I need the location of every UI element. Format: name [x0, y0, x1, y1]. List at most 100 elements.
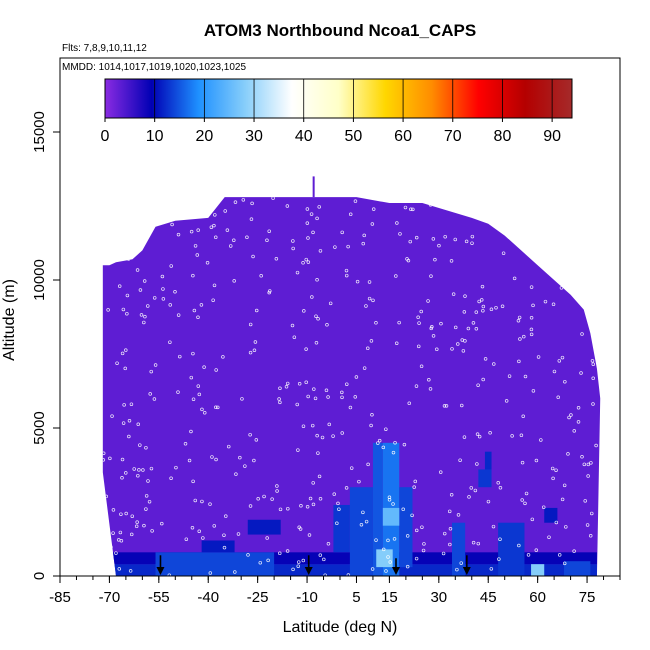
sample-point [539, 438, 543, 442]
sample-point [453, 237, 458, 242]
sample-point [326, 542, 331, 546]
sample-point [125, 311, 129, 316]
sample-point [327, 422, 332, 427]
colorbar-tick-label: 70 [444, 128, 462, 145]
sample-point [447, 509, 452, 514]
sample-point [369, 423, 373, 428]
sample-point [473, 488, 478, 493]
sample-point [197, 392, 202, 397]
sample-point [187, 458, 192, 463]
sample-point [349, 466, 354, 470]
sample-point [139, 313, 144, 317]
sample-point [125, 293, 130, 298]
sample-point [326, 395, 330, 399]
sample-point [168, 340, 172, 344]
sample-point [328, 301, 333, 306]
sample-point [431, 334, 436, 338]
sample-point [601, 435, 604, 438]
sample-point [307, 533, 312, 537]
sample-point [324, 388, 329, 393]
sample-point [439, 321, 443, 326]
sample-point [408, 239, 412, 244]
sample-point [414, 528, 419, 533]
sample-point [196, 315, 200, 319]
sample-point [126, 257, 131, 261]
sample-point [169, 264, 173, 268]
sample-point [554, 468, 558, 472]
x-tick-label: -85 [49, 589, 71, 606]
x-tick-label: 60 [529, 589, 546, 606]
sample-point [208, 502, 212, 506]
sample-point [517, 359, 521, 364]
sample-point [191, 397, 196, 401]
sample-point [437, 243, 441, 248]
sample-point [422, 542, 426, 546]
sample-point [391, 450, 396, 455]
sample-point [438, 470, 443, 474]
sample-point [578, 216, 583, 221]
heatmap-cell [372, 442, 383, 576]
sample-point [471, 321, 476, 325]
heatmap-cell [531, 564, 545, 576]
heatmap-cell [201, 540, 235, 553]
sample-point [146, 479, 150, 483]
sample-point [361, 241, 366, 246]
sample-point [546, 220, 550, 224]
sample-point [173, 290, 177, 294]
sample-point [589, 511, 594, 516]
sample-point [570, 202, 575, 207]
sample-point [553, 255, 558, 259]
sample-point [547, 535, 551, 539]
sample-point [516, 319, 521, 323]
sample-point [118, 530, 123, 535]
y-axis-label: Altitude (m) [1, 279, 18, 361]
sample-point [312, 387, 316, 391]
sample-point [144, 445, 148, 450]
sample-point [153, 363, 158, 367]
sample-point [311, 230, 315, 235]
sample-point [285, 204, 290, 208]
sample-point [120, 212, 125, 216]
heatmap-cell [399, 487, 413, 568]
sample-point [128, 202, 132, 207]
sample-point [502, 197, 506, 202]
sample-point [409, 207, 413, 212]
sample-point [127, 419, 132, 423]
sample-point [529, 285, 534, 289]
sample-point [176, 390, 180, 394]
sample-point [362, 366, 367, 370]
sample-point [236, 532, 241, 536]
sample-point [434, 202, 438, 206]
sample-point [567, 415, 571, 420]
sample-point [420, 525, 424, 529]
sample-point [274, 257, 279, 261]
sample-point [286, 506, 290, 511]
sample-point [259, 274, 263, 278]
sample-point [252, 348, 257, 353]
sample-point [393, 440, 397, 445]
colorbar-tick-label: 20 [195, 128, 213, 145]
sample-point [557, 257, 561, 261]
sample-point [551, 302, 556, 307]
sample-point [369, 339, 374, 343]
sample-point [167, 573, 172, 576]
sample-point [501, 251, 506, 255]
sample-point [473, 202, 477, 207]
sample-point [429, 326, 433, 331]
sample-point [384, 427, 388, 431]
sample-point [196, 228, 200, 232]
sample-point [416, 344, 421, 349]
sample-point [121, 307, 126, 312]
sample-point [580, 455, 584, 459]
sample-point [214, 368, 218, 372]
sample-point [130, 514, 135, 518]
sample-point [529, 316, 534, 320]
sample-point [472, 199, 476, 203]
sample-point [233, 200, 238, 204]
sample-point [315, 216, 319, 221]
sample-point [367, 280, 372, 284]
sample-point [124, 471, 128, 475]
sample-point [111, 508, 116, 512]
sample-point [265, 536, 269, 540]
